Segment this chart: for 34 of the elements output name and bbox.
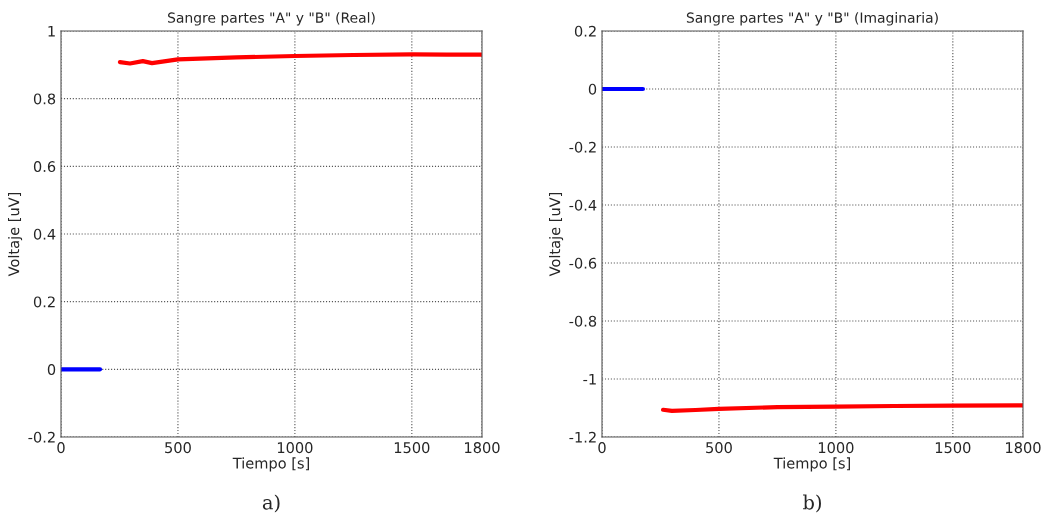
y-axis-title: Voltaje [uV] [8,192,23,277]
text: b) [803,494,821,513]
x-tick-label: 1800 [465,442,500,454]
x-tick-label: 500 [706,442,732,454]
x-tick-label: 0 [598,442,606,454]
x-axis-title: Tiempo [s] [232,457,309,472]
x-tick-label: 1500 [394,442,430,454]
y-tick-label: 0 [588,83,597,95]
chart-title: Sangre partes "A" y "B" (Real) [168,12,375,26]
x-tick-label: 1500 [935,442,971,454]
y-tick-label: 0 [47,364,56,376]
text: a) [262,494,280,513]
x-tick-label: 0 [57,442,65,454]
y-tick-label: 0.2 [574,25,596,37]
y-tick-label: 1 [48,25,55,37]
y-tick-label: -0.2 [28,431,55,443]
y-tick-label: -1 [583,373,596,385]
y-tick-label: 0.2 [33,296,55,308]
y-tick-label: 0.4 [33,228,56,240]
x-tick-label: 1000 [818,442,854,454]
y-tick-label: -0.8 [569,315,597,327]
y-tick-label: -0.2 [569,141,596,153]
x-tick-label: 1000 [277,442,313,454]
y-axis-title: Voltaje [uV] [549,192,564,277]
y-tick-label: -0.4 [569,199,597,211]
chart-title: Sangre partes "A" y "B" (Imaginaria) [686,12,938,26]
y-tick-label: 0.6 [33,161,56,173]
y-tick-label: -0.6 [569,257,597,269]
y-tick-label: 0.8 [33,93,56,105]
line-series [117,52,482,66]
x-axis-title: Tiempo [s] [773,457,850,472]
x-tick-label: 500 [165,442,191,454]
y-tick-label: -1.2 [569,431,596,443]
x-tick-label: 1800 [1006,442,1041,454]
